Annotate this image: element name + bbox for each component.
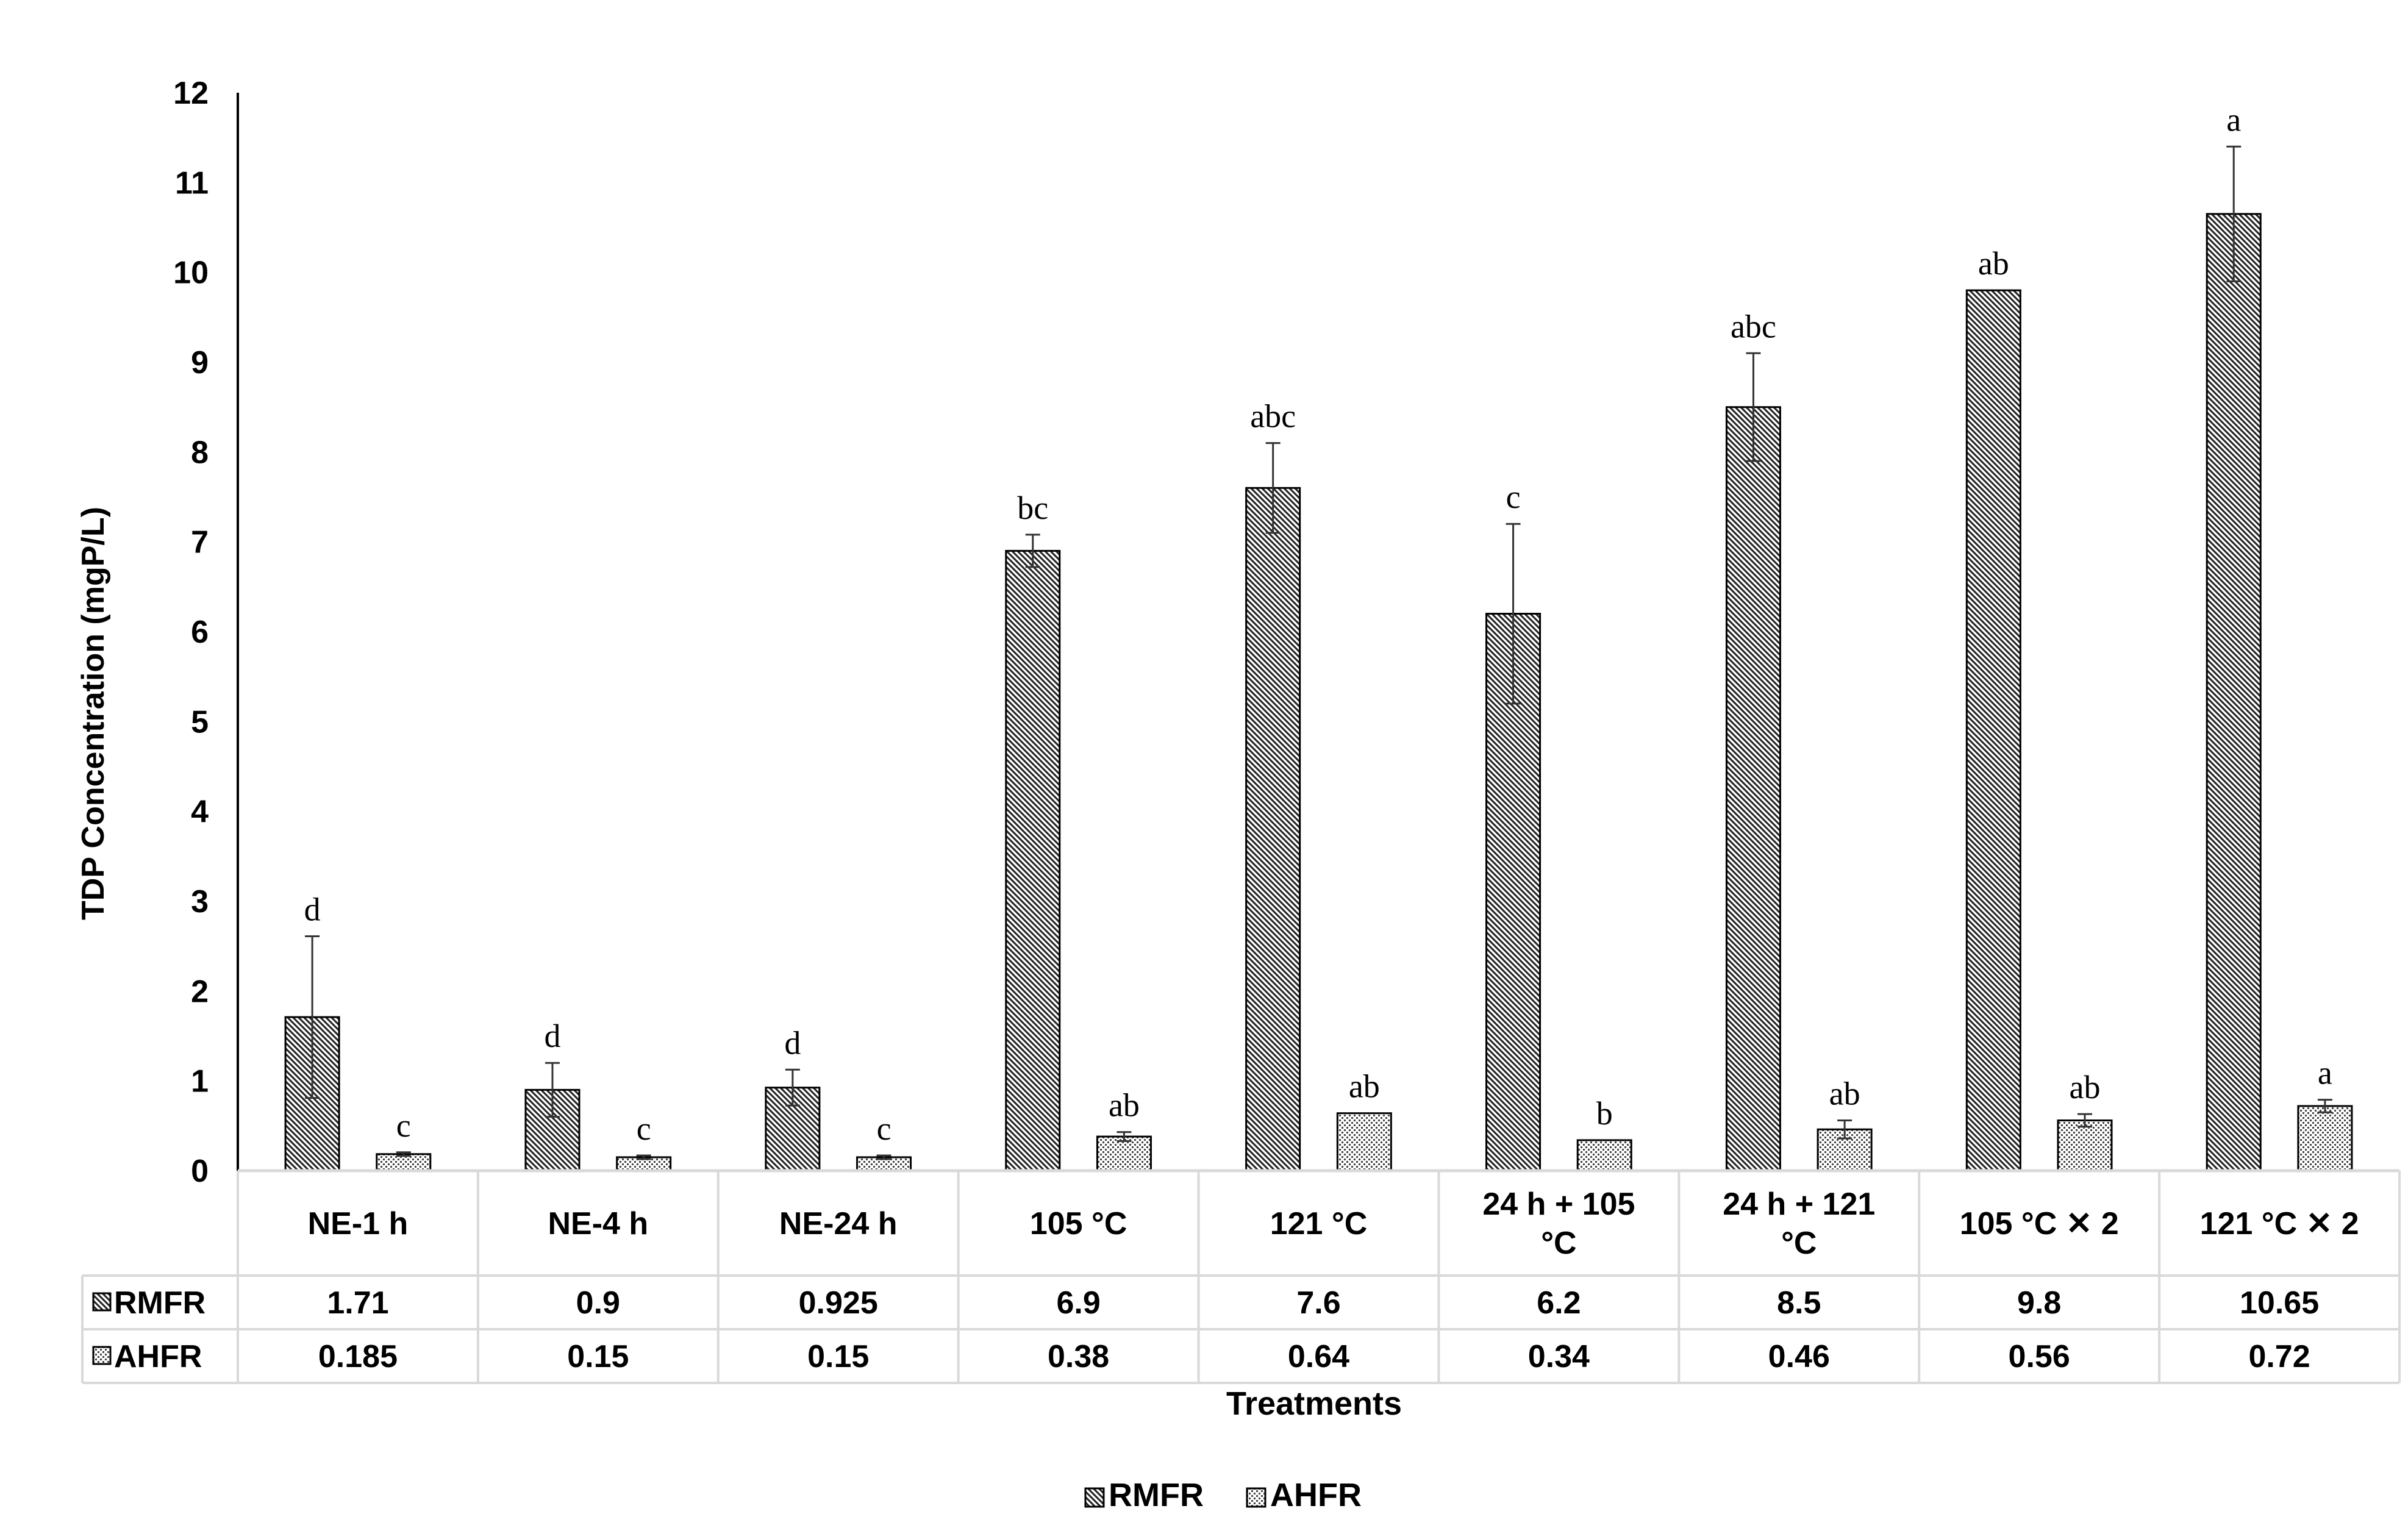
- y-tick-label: 9: [191, 345, 209, 380]
- category-label: NE-24 h: [779, 1206, 898, 1241]
- table-value: 6.9: [1056, 1285, 1100, 1321]
- table-value: 6.2: [1537, 1285, 1581, 1321]
- table-value: 0.46: [1768, 1339, 1830, 1374]
- bar-ahfr-8: [2297, 1105, 2353, 1172]
- table-value: 0.925: [799, 1285, 878, 1321]
- significance-letter: ab: [1978, 245, 2009, 282]
- y-tick-label: 6: [191, 615, 209, 650]
- table-value: 0.15: [567, 1339, 629, 1374]
- y-tick-label: 5: [191, 704, 209, 740]
- bar-rmfr-3: [1005, 549, 1061, 1172]
- table-value: 0.72: [2248, 1339, 2310, 1374]
- category-label: °C: [1541, 1226, 1576, 1261]
- bar-rmfr-6: [1725, 406, 1781, 1172]
- table-value: 10.65: [2240, 1285, 2319, 1321]
- significance-letter: ab: [1349, 1068, 1380, 1105]
- significance-letter: ab: [1109, 1087, 1140, 1124]
- legend-swatch-rmfr: [1084, 1487, 1105, 1508]
- table-value: 7.6: [1296, 1285, 1340, 1321]
- bar-rmfr-8: [2206, 213, 2262, 1172]
- table-series-label: AHFR: [114, 1339, 202, 1374]
- y-tick-label: 11: [175, 165, 209, 201]
- significance-letter: a: [2318, 1055, 2332, 1091]
- significance-letter: c: [1506, 479, 1521, 515]
- significance-letter: b: [1596, 1095, 1613, 1132]
- category-label: °C: [1781, 1226, 1817, 1261]
- y-tick-label: 8: [191, 435, 209, 470]
- y-tick-label: 7: [191, 525, 209, 560]
- significance-letter: d: [544, 1018, 560, 1054]
- significance-letter: abc: [1731, 308, 1776, 345]
- y-tick-label: 4: [191, 794, 209, 830]
- table-value: 0.34: [1528, 1339, 1590, 1374]
- category-label: 24 h + 121: [1723, 1187, 1875, 1222]
- table-value: 0.64: [1288, 1339, 1349, 1374]
- y-tick-label: 10: [173, 255, 209, 291]
- category-label: 24 h + 105: [1482, 1187, 1635, 1222]
- table-value: 1.71: [327, 1285, 388, 1321]
- legend: RMFR AHFR: [1084, 1477, 1362, 1513]
- bar-ahfr-5: [1576, 1139, 1632, 1172]
- category-label: 105 °C: [1030, 1206, 1127, 1241]
- significance-letter: d: [304, 891, 321, 927]
- table-value: 8.5: [1777, 1285, 1821, 1321]
- significance-letter: c: [877, 1110, 891, 1147]
- table-value: 0.9: [576, 1285, 620, 1321]
- category-label: NE-4 h: [548, 1206, 648, 1241]
- legend-label-ahfr: AHFR: [1270, 1477, 1362, 1513]
- table-series-label: RMFR: [114, 1285, 205, 1321]
- y-tick-label: 0: [191, 1154, 209, 1189]
- y-tick-label: 2: [191, 974, 209, 1009]
- bars-layer: d d d bc abc c abc ab a c c c ab ab b ab ab a: [284, 101, 2353, 1172]
- table-value: 0.185: [318, 1339, 398, 1374]
- significance-letter: a: [2226, 101, 2241, 138]
- bar-rmfr-7: [1965, 289, 2021, 1172]
- category-label: 121 °C ✕ 2: [2200, 1206, 2359, 1241]
- significance-letter: bc: [1017, 490, 1048, 526]
- significance-letter: c: [637, 1110, 651, 1147]
- table-value: 9.8: [2017, 1285, 2061, 1321]
- significance-letter: d: [784, 1024, 801, 1061]
- table-value: 0.15: [807, 1339, 869, 1374]
- y-tick-label: 12: [173, 76, 209, 111]
- data-table: NE-1 h NE-4 h NE-24 h 105 °C 121 °C 24 h + 10…: [81, 1169, 2401, 1384]
- y-tick-label: 3: [191, 884, 209, 919]
- category-label: 105 °C ✕ 2: [1960, 1206, 2119, 1241]
- category-label: 121 °C: [1270, 1206, 1368, 1241]
- significance-letter: ab: [1829, 1075, 1860, 1112]
- legend-swatch-ahfr: [1246, 1487, 1267, 1508]
- x-axis-title: Treatments: [1226, 1385, 1402, 1422]
- significance-letter: c: [396, 1107, 411, 1144]
- table-key-ahfr: [92, 1346, 112, 1365]
- significance-letter: abc: [1250, 398, 1296, 435]
- table-value: 0.56: [2009, 1339, 2070, 1374]
- bar-ahfr-4: [1336, 1112, 1392, 1172]
- legend-label-rmfr: RMFR: [1109, 1477, 1204, 1513]
- table-key-rmfr: [92, 1292, 112, 1312]
- y-tick-label: 1: [191, 1064, 209, 1099]
- significance-letter: ab: [2070, 1069, 2101, 1105]
- y-axis-title: TDP Concentration (mgP/L): [76, 507, 111, 920]
- bar-ahfr-7: [2057, 1119, 2113, 1172]
- bar-rmfr-4: [1245, 487, 1301, 1172]
- table-value: 0.38: [1048, 1339, 1109, 1374]
- bar-rmfr-5: [1485, 613, 1542, 1172]
- category-label: NE-1 h: [308, 1206, 409, 1241]
